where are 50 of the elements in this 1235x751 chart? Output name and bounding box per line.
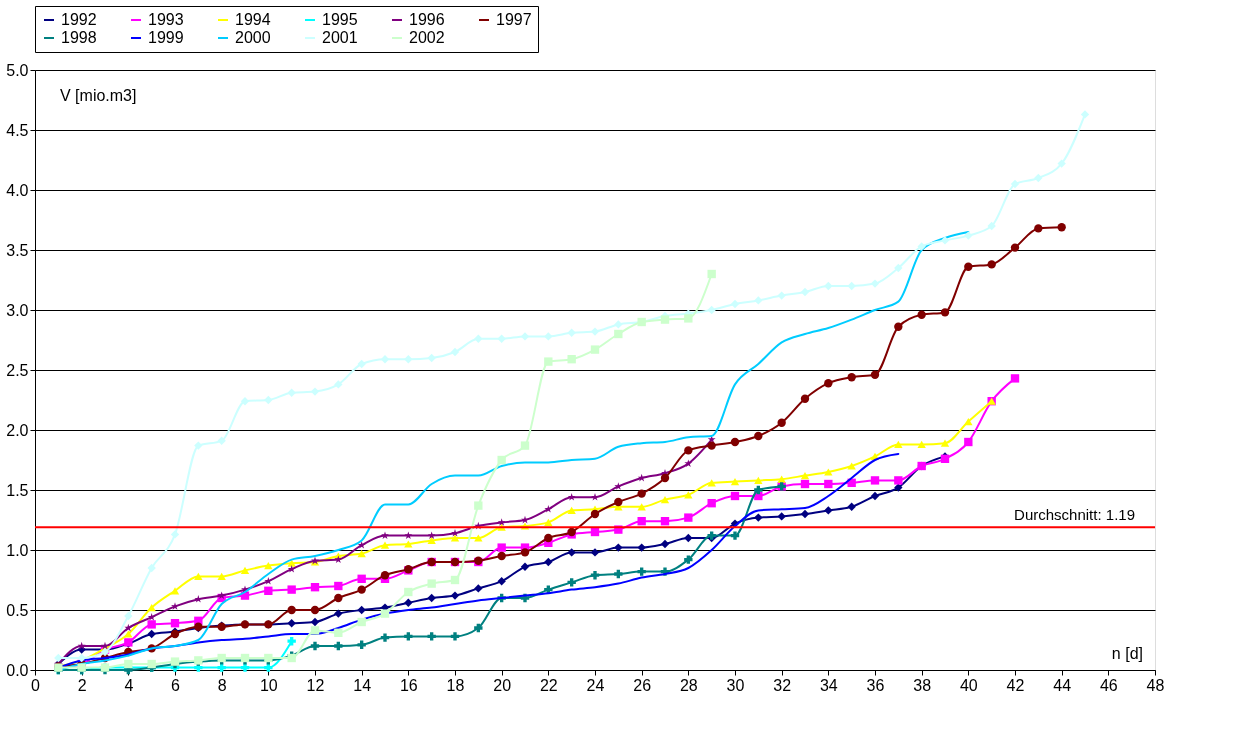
x-tick-label: 4 (124, 676, 134, 694)
x-tick-label: 20 (493, 676, 512, 694)
x-tick-label: 22 (539, 676, 558, 694)
y-tick-label: 2.5 (6, 361, 29, 379)
x-tick-label: 28 (679, 676, 698, 694)
x-tick-label: 12 (306, 676, 325, 694)
legend-label: 1997 (496, 11, 532, 28)
x-tick-label: 8 (217, 676, 227, 694)
x-tick-label: 0 (31, 676, 41, 694)
x-tick-label: 44 (1053, 676, 1072, 694)
y-tick-label: 4.0 (6, 181, 29, 199)
x-tick-label: 36 (866, 676, 885, 694)
y-tick-label: 4.5 (6, 121, 29, 139)
legend-label: 1995 (322, 11, 358, 28)
y-tick-label: 3.5 (6, 241, 29, 259)
x-tick-label: 46 (1099, 676, 1118, 694)
x-tick-label: 32 (773, 676, 792, 694)
x-tick-label: 34 (819, 676, 838, 694)
x-tick-label: 38 (913, 676, 932, 694)
y-tick-label: 0.5 (6, 601, 29, 619)
legend-label: 1996 (409, 11, 445, 28)
x-tick-label: 42 (1006, 676, 1025, 694)
legend-label: 1999 (148, 29, 184, 46)
ref-line-label: Durchschnitt: 1.19 (1014, 506, 1135, 524)
x-tick-label: 48 (1146, 676, 1165, 694)
legend-label: 2001 (322, 29, 358, 46)
x-tick-label: 30 (726, 676, 745, 694)
y-tick-label: 5.0 (6, 61, 29, 79)
x-tick-label: 40 (959, 676, 978, 694)
legend-label: 1998 (61, 29, 97, 46)
x-tick-label: 26 (633, 676, 652, 694)
legend-label: 1994 (235, 11, 271, 28)
x-tick-label: 18 (446, 676, 465, 694)
y-tick-label: 3.0 (6, 301, 29, 319)
x-tick-label: 6 (171, 676, 181, 694)
y-tick-label: 2.0 (6, 421, 29, 439)
x-tick-label: 14 (353, 676, 372, 694)
y-tick-label: 1.0 (6, 541, 29, 559)
legend-label: 2002 (409, 29, 445, 46)
legend-label: 1992 (61, 11, 97, 28)
x-axis-title: n [d] (1111, 645, 1143, 662)
x-tick-label: 16 (399, 676, 418, 694)
x-tick-label: 10 (259, 676, 278, 694)
x-tick-label: 2 (77, 676, 87, 694)
legend-label: 2000 (235, 29, 271, 46)
y-tick-label: 1.5 (6, 481, 29, 499)
legend-label: 1993 (148, 11, 184, 28)
y-tick-label: 0.0 (6, 661, 29, 679)
y-axis-title: V [mio.m3] (60, 87, 137, 104)
x-tick-label: 24 (586, 676, 605, 694)
